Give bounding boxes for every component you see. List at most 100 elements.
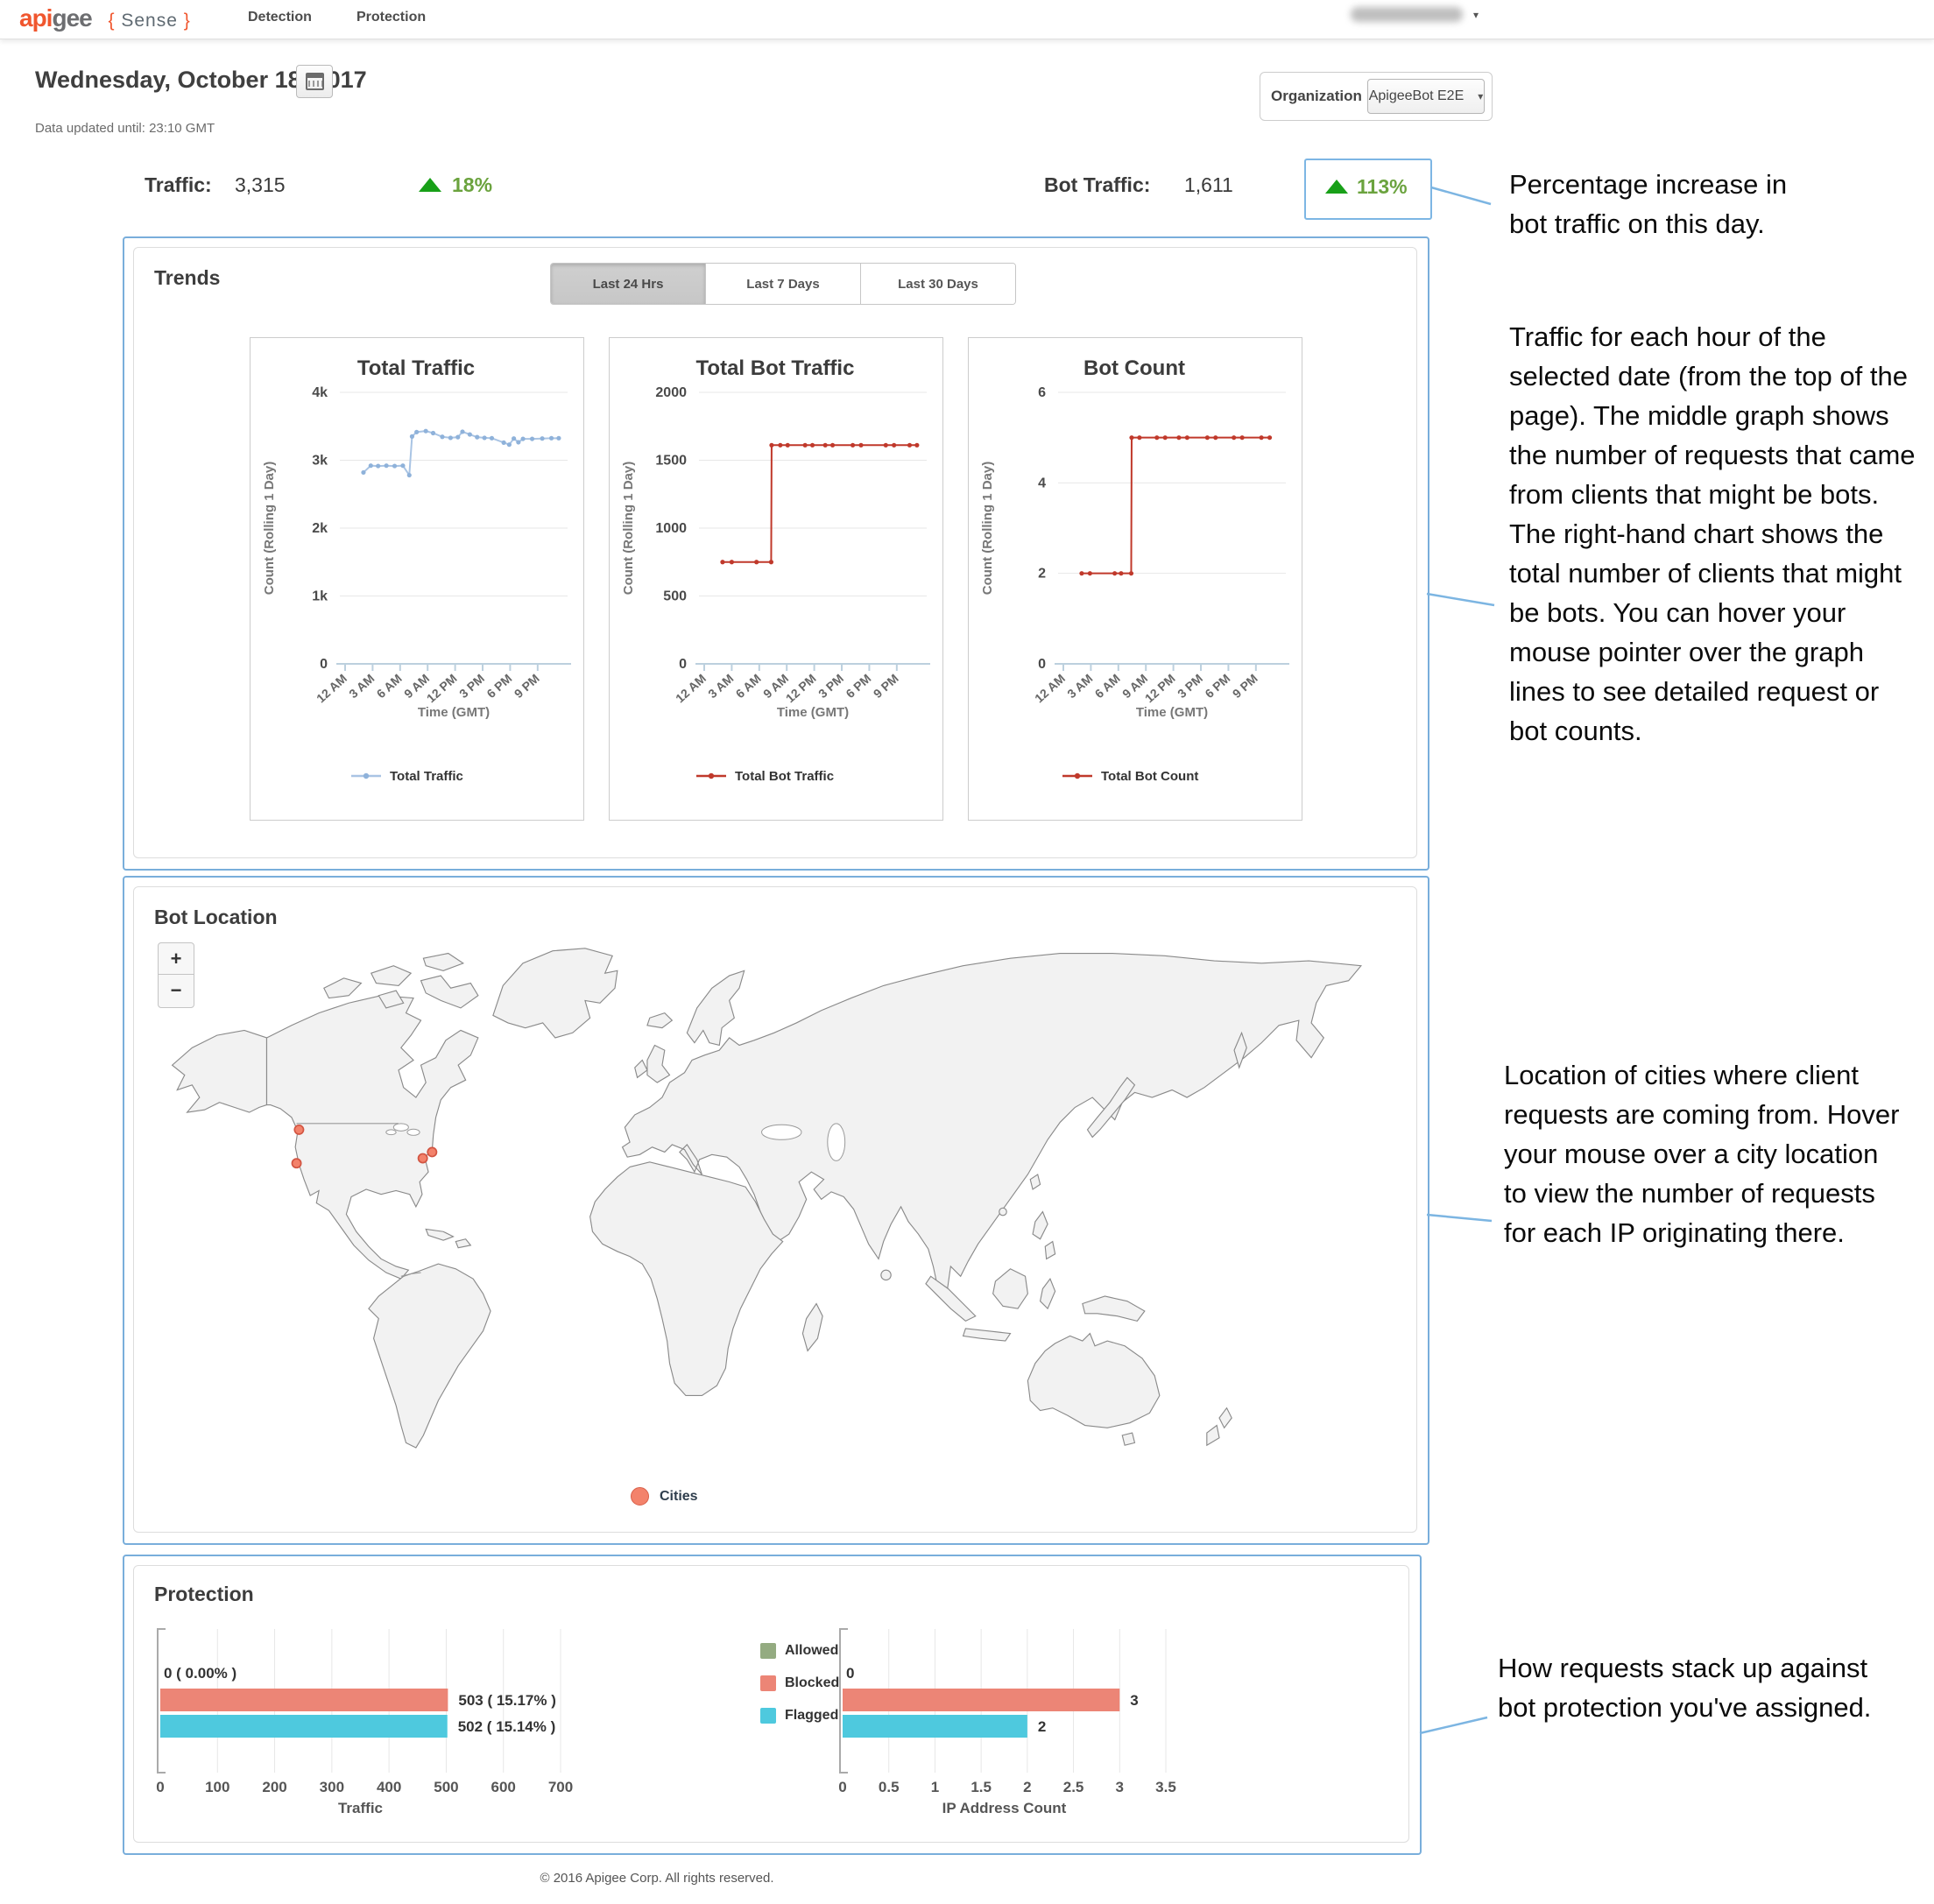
map-landmass — [492, 948, 618, 1039]
map-landmass — [801, 1302, 823, 1352]
legend-item-allowed: Allowed — [760, 1643, 839, 1659]
svg-text:1.5: 1.5 — [971, 1779, 992, 1795]
map-caspian-sea — [827, 1123, 846, 1161]
cities-legend-dot-icon — [631, 1487, 649, 1506]
svg-text:500: 500 — [663, 589, 687, 604]
account-menu[interactable]: ▾ — [1350, 7, 1479, 28]
map-landmass — [1032, 1210, 1048, 1240]
tab-last-30-days[interactable]: Last 30 Days — [861, 264, 1015, 304]
map-landmass — [1044, 1240, 1056, 1260]
svg-text:6 PM: 6 PM — [1202, 671, 1232, 701]
svg-text:6 AM: 6 AM — [374, 671, 405, 701]
apigee-logo[interactable]: apigee { Sense } — [19, 4, 191, 32]
svg-text:Bot Count: Bot Count — [1083, 356, 1185, 380]
organization-dropdown[interactable]: ApigeeBot E2E ▾ — [1367, 79, 1485, 114]
map-landmass — [265, 995, 479, 1280]
protection-ip-chart[interactable]: 0 0.5 1 1.5 2 2.5 3 3.5 0 3 2 IP Address Count — [823, 1618, 1401, 1824]
calendar-button[interactable] — [296, 65, 333, 98]
blocked-label: Blocked — [785, 1675, 840, 1690]
svg-text:700: 700 — [548, 1779, 573, 1795]
svg-text:0: 0 — [320, 657, 328, 672]
map-landmass — [646, 1012, 674, 1029]
svg-text:4: 4 — [1038, 476, 1046, 490]
svg-text:6 PM: 6 PM — [843, 671, 873, 701]
map-landmass — [621, 952, 1362, 1303]
svg-text:300: 300 — [320, 1779, 344, 1795]
svg-text:1000: 1000 — [655, 521, 687, 536]
map-zoom-out-button[interactable]: − — [158, 974, 194, 1008]
svg-text:Count (Rolling 1 Day): Count (Rolling 1 Day) — [621, 462, 636, 596]
map-landmass — [1206, 1424, 1220, 1447]
svg-text:Time (GMT): Time (GMT) — [777, 705, 849, 720]
protection-legend: Allowed Blocked Flagged — [760, 1643, 839, 1740]
total-traffic-chart[interactable]: Total Traffic 0 1k 2k 3k 4k Count (Rolling 1 D… — [250, 337, 584, 821]
map-landmass — [880, 1269, 892, 1281]
map-landmass — [455, 1238, 472, 1249]
cities-legend-label: Cities — [660, 1488, 698, 1504]
trends-range-tabs: Last 24 Hrs Last 7 Days Last 30 Days — [550, 263, 1016, 305]
city-marker[interactable] — [291, 1158, 302, 1169]
map-landmass — [589, 1161, 784, 1397]
svg-text:2: 2 — [1023, 1779, 1031, 1795]
map-landmass — [1027, 1332, 1161, 1428]
tab-last-24-hrs[interactable]: Last 24 Hrs — [551, 264, 706, 304]
nav-detection[interactable]: Detection — [248, 10, 312, 25]
svg-text:500: 500 — [434, 1779, 458, 1795]
svg-text:2.5: 2.5 — [1063, 1779, 1084, 1795]
tab-last-7-days[interactable]: Last 7 Days — [706, 264, 861, 304]
map-landmass — [925, 1275, 977, 1322]
city-marker[interactable] — [427, 1146, 438, 1158]
svg-text:Traffic: Traffic — [338, 1800, 383, 1816]
city-marker[interactable] — [417, 1153, 428, 1164]
bot-count-chart[interactable]: Bot Count 0 2 4 6 Count (Rolling 1 Day) 12 AM 3… — [968, 337, 1302, 821]
map-landmass — [1039, 1277, 1056, 1310]
svg-text:3.5: 3.5 — [1155, 1779, 1176, 1795]
allowed-swatch-icon — [760, 1643, 776, 1659]
svg-text:Time (GMT): Time (GMT) — [1136, 705, 1208, 720]
map-landmass — [999, 1207, 1007, 1216]
total-bot-traffic-chart[interactable]: Total Bot Traffic 0 500 1000 1500 2000 Count (… — [609, 337, 943, 821]
svg-text:3 AM: 3 AM — [346, 671, 377, 701]
map-landmass — [1029, 1174, 1041, 1190]
city-marker[interactable] — [293, 1124, 305, 1135]
protection-title: Protection — [154, 1583, 254, 1605]
map-landmass — [634, 1059, 648, 1079]
svg-text:Time (GMT): Time (GMT) — [418, 705, 490, 720]
svg-text:100: 100 — [205, 1779, 229, 1795]
svg-text:2000: 2000 — [655, 385, 687, 400]
chevron-down-icon: ▾ — [1478, 90, 1484, 102]
trends-title: Trends — [154, 266, 221, 289]
flagged-swatch-icon — [760, 1708, 776, 1724]
svg-text:1500: 1500 — [655, 454, 687, 469]
city-markers-layer — [291, 1124, 438, 1169]
svg-text:400: 400 — [377, 1779, 401, 1795]
logo-text-api: api — [19, 4, 53, 32]
map-landmass — [646, 1044, 671, 1083]
svg-text:6 PM: 6 PM — [484, 671, 514, 701]
protection-traffic-chart[interactable]: 0 100 200 300 400 500 600 700 0 ( 0.00% ) 503 ( 1… — [140, 1618, 753, 1824]
svg-text:6: 6 — [1038, 385, 1046, 400]
brace-close: } — [183, 11, 191, 31]
blocked-swatch-icon — [760, 1675, 776, 1691]
svg-text:0.5: 0.5 — [879, 1779, 900, 1795]
organization-selector: Organization ApigeeBot E2E ▾ — [1260, 72, 1493, 121]
svg-text:Total Traffic: Total Traffic — [357, 356, 475, 380]
svg-text:502 ( 15.14% ): 502 ( 15.14% ) — [458, 1718, 556, 1735]
annotation-protection: How requests stack up against bot protec… — [1498, 1653, 1872, 1723]
svg-text:12 AM: 12 AM — [314, 671, 349, 705]
svg-text:1k: 1k — [312, 589, 328, 604]
world-map[interactable] — [135, 946, 1382, 1471]
bot-traffic-value: 1,611 — [1184, 173, 1233, 196]
nav-protection[interactable]: Protection — [356, 10, 427, 25]
svg-text:0: 0 — [679, 657, 687, 672]
svg-text:3k: 3k — [312, 454, 328, 469]
map-zoom-in-button[interactable]: + — [158, 942, 194, 977]
svg-text:503 ( 15.17% ): 503 ( 15.17% ) — [458, 1692, 556, 1709]
map-black-sea — [761, 1124, 802, 1140]
bot-location-title: Bot Location — [154, 906, 278, 928]
svg-text:12 PM: 12 PM — [424, 671, 460, 705]
account-name-redacted — [1350, 7, 1463, 23]
bot-traffic-change: 113% — [1357, 175, 1408, 198]
protection-card — [133, 1565, 1409, 1843]
